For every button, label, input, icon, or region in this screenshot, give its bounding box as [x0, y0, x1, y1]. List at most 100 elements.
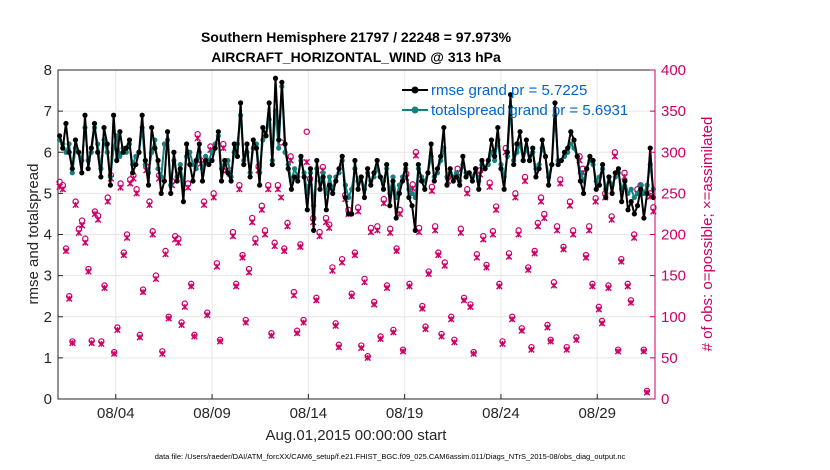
series-point-0 — [110, 112, 117, 118]
series-point-0 — [368, 182, 374, 188]
obs-assimilated-marker — [451, 338, 458, 346]
obs-assimilated-marker — [521, 177, 529, 185]
legend-label-totalspread: totalspread grand pr = 5.6931 — [431, 102, 628, 119]
series-point-0 — [126, 137, 133, 143]
obs-assimilated-marker — [447, 315, 455, 323]
series-point-0 — [600, 161, 606, 168]
series-point-0 — [472, 166, 479, 172]
series-point-0 — [98, 174, 104, 180]
series-point-0 — [460, 153, 466, 159]
y-right-tick-label: 350 — [661, 103, 686, 120]
series-point-0 — [222, 157, 228, 164]
obs-assimilated-marker — [274, 185, 282, 193]
obs-assimilated-marker — [557, 180, 564, 187]
obs-assimilated-marker — [75, 229, 83, 237]
obs-assimilated-marker — [470, 350, 477, 358]
series-point-0 — [295, 178, 301, 184]
series-point-0 — [66, 149, 72, 155]
series-point-0 — [387, 203, 393, 209]
legend-label-rmse: rmse grand pr = 5.7225 — [431, 82, 587, 99]
x-tick-label: 08/24 — [482, 405, 520, 422]
obs-assimilated-marker — [499, 340, 506, 348]
series-point-0 — [288, 186, 295, 192]
series-point-0 — [574, 153, 580, 159]
series-point-0 — [365, 166, 371, 172]
chart-subtitle: AIRCRAFT_HORIZONTAL_WIND @ 313 hPa — [211, 49, 501, 65]
series-point-0 — [285, 166, 291, 172]
obs-assimilated-marker — [492, 206, 500, 214]
series-point-0 — [476, 186, 482, 192]
series-point-0 — [257, 182, 263, 188]
series-point-0 — [342, 194, 348, 201]
series-point-0 — [123, 145, 129, 151]
x-tick-label: 08/09 — [193, 405, 231, 422]
series-point-0 — [549, 161, 555, 168]
series-point-0 — [580, 190, 587, 196]
series-point-0 — [361, 194, 368, 201]
y-right-tick-label: 150 — [661, 268, 686, 285]
obs-assimilated-marker — [149, 231, 156, 238]
legend: rmse grand pr = 5.7225 totalspread grand… — [402, 82, 628, 119]
series-point-0 — [95, 149, 101, 155]
series-point-0 — [504, 149, 510, 155]
obs-assimilated-marker — [467, 303, 474, 311]
series-point-0 — [450, 178, 456, 184]
series-point-0 — [377, 174, 383, 180]
obs-assimilated-marker — [277, 194, 285, 201]
series-point-1 — [453, 170, 460, 176]
obs-assimilated-marker — [104, 198, 112, 205]
axes: 0 1 2 3 4 5 6 7 8 0 50 100 150 200 250 300 350 400 08/04 08… — [44, 62, 686, 422]
x-tick-label: 08/04 — [97, 405, 135, 422]
obs-assimilated-marker — [566, 202, 574, 210]
obs-assimilated-marker — [598, 320, 606, 327]
obs-assimilated-marker — [618, 258, 625, 265]
obs-assimilated-marker — [252, 239, 259, 247]
obs-assimilated-marker — [290, 292, 298, 299]
obs-assimilated-marker — [512, 194, 519, 201]
y-tick-label: 5 — [44, 185, 52, 202]
y-tick-label: 7 — [44, 103, 52, 120]
obs-assimilated-marker — [630, 234, 638, 242]
y-tick-label: 6 — [44, 144, 52, 161]
obs-assimilated-marker — [284, 222, 291, 230]
obs-assimilated-marker — [178, 321, 185, 329]
series-point-0 — [190, 178, 196, 184]
series-point-0 — [133, 161, 139, 168]
y-tick-label: 4 — [44, 227, 52, 244]
series-point-0 — [555, 161, 561, 168]
series-point-0 — [218, 178, 225, 184]
obs-assimilated-marker — [239, 254, 246, 261]
series-point-0 — [647, 145, 653, 151]
series-point-0 — [447, 166, 453, 172]
obs-assimilated-marker — [114, 326, 121, 334]
series-point-0 — [418, 178, 425, 184]
series-point-0 — [384, 161, 390, 168]
obs-assimilated-marker — [159, 350, 166, 358]
obs-assimilated-marker — [534, 222, 542, 230]
y-right-tick-label: 0 — [661, 391, 669, 408]
series-point-0 — [568, 129, 574, 135]
series-point-0 — [339, 153, 345, 159]
obs-assimilated-marker — [518, 327, 526, 335]
series-point-0 — [634, 203, 641, 209]
y-tick-label: 8 — [44, 62, 52, 79]
series-point-0 — [311, 227, 317, 233]
series-point-1 — [638, 182, 644, 188]
series-point-0 — [603, 194, 609, 201]
obs-assimilated-marker — [569, 231, 577, 238]
obs-assimilated-marker — [236, 185, 243, 193]
obs-assimilated-marker — [130, 175, 137, 182]
series-point-0 — [171, 149, 177, 155]
obs-assimilated-marker — [162, 250, 169, 258]
series-point-0 — [301, 174, 307, 180]
series-point-0 — [577, 178, 583, 184]
series-point-0 — [253, 145, 260, 151]
series-point-0 — [88, 145, 94, 151]
obs-assimilated-marker — [245, 269, 253, 276]
y-tick-label: 3 — [44, 268, 52, 285]
obs-assimilated-marker — [383, 284, 391, 292]
series-point-0 — [565, 145, 571, 151]
obs-assimilated-marker — [386, 229, 394, 237]
obs-assimilated-marker — [200, 201, 208, 209]
obs-assimilated-marker — [422, 325, 429, 333]
